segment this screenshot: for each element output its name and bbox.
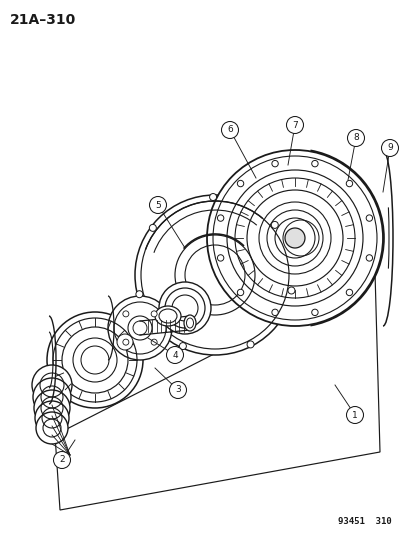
Circle shape — [217, 215, 223, 221]
Text: 93451  310: 93451 310 — [337, 518, 391, 527]
Circle shape — [345, 180, 352, 187]
Circle shape — [34, 390, 70, 426]
Text: 8: 8 — [352, 133, 358, 142]
Circle shape — [271, 309, 278, 316]
Circle shape — [237, 180, 243, 187]
Text: 21A–310: 21A–310 — [10, 13, 76, 27]
Circle shape — [237, 289, 243, 296]
Ellipse shape — [183, 315, 195, 331]
Circle shape — [217, 255, 223, 261]
Circle shape — [149, 224, 156, 231]
Text: 7: 7 — [292, 120, 297, 130]
Circle shape — [123, 339, 128, 345]
Circle shape — [169, 382, 186, 399]
Circle shape — [151, 311, 157, 317]
Circle shape — [221, 122, 238, 139]
Circle shape — [47, 312, 142, 408]
Circle shape — [347, 130, 363, 147]
Circle shape — [108, 296, 171, 360]
Circle shape — [380, 140, 398, 157]
Circle shape — [135, 195, 294, 355]
Circle shape — [123, 311, 128, 317]
Text: 9: 9 — [386, 143, 392, 152]
Circle shape — [149, 197, 166, 214]
Circle shape — [159, 282, 211, 334]
Circle shape — [271, 221, 278, 229]
Text: 4: 4 — [172, 351, 177, 359]
Circle shape — [32, 365, 72, 405]
Circle shape — [247, 341, 254, 348]
Circle shape — [365, 215, 372, 221]
Circle shape — [365, 255, 372, 261]
Text: 3: 3 — [175, 385, 180, 394]
Ellipse shape — [154, 306, 180, 326]
Circle shape — [345, 289, 352, 296]
Circle shape — [271, 160, 278, 167]
Circle shape — [346, 407, 363, 424]
Circle shape — [286, 117, 303, 133]
Circle shape — [287, 287, 294, 294]
Circle shape — [151, 339, 157, 345]
Circle shape — [179, 343, 186, 350]
Circle shape — [53, 451, 70, 469]
Circle shape — [311, 160, 317, 167]
Circle shape — [35, 401, 69, 435]
Circle shape — [284, 228, 304, 248]
Circle shape — [36, 412, 68, 444]
Circle shape — [135, 290, 142, 298]
Text: 2: 2 — [59, 456, 65, 464]
Circle shape — [33, 378, 71, 416]
Text: 5: 5 — [155, 200, 161, 209]
Circle shape — [117, 334, 133, 350]
Text: 6: 6 — [227, 125, 232, 134]
Circle shape — [311, 309, 317, 316]
Circle shape — [206, 150, 382, 326]
Text: 1: 1 — [351, 410, 357, 419]
Circle shape — [166, 346, 183, 364]
Circle shape — [209, 193, 216, 200]
